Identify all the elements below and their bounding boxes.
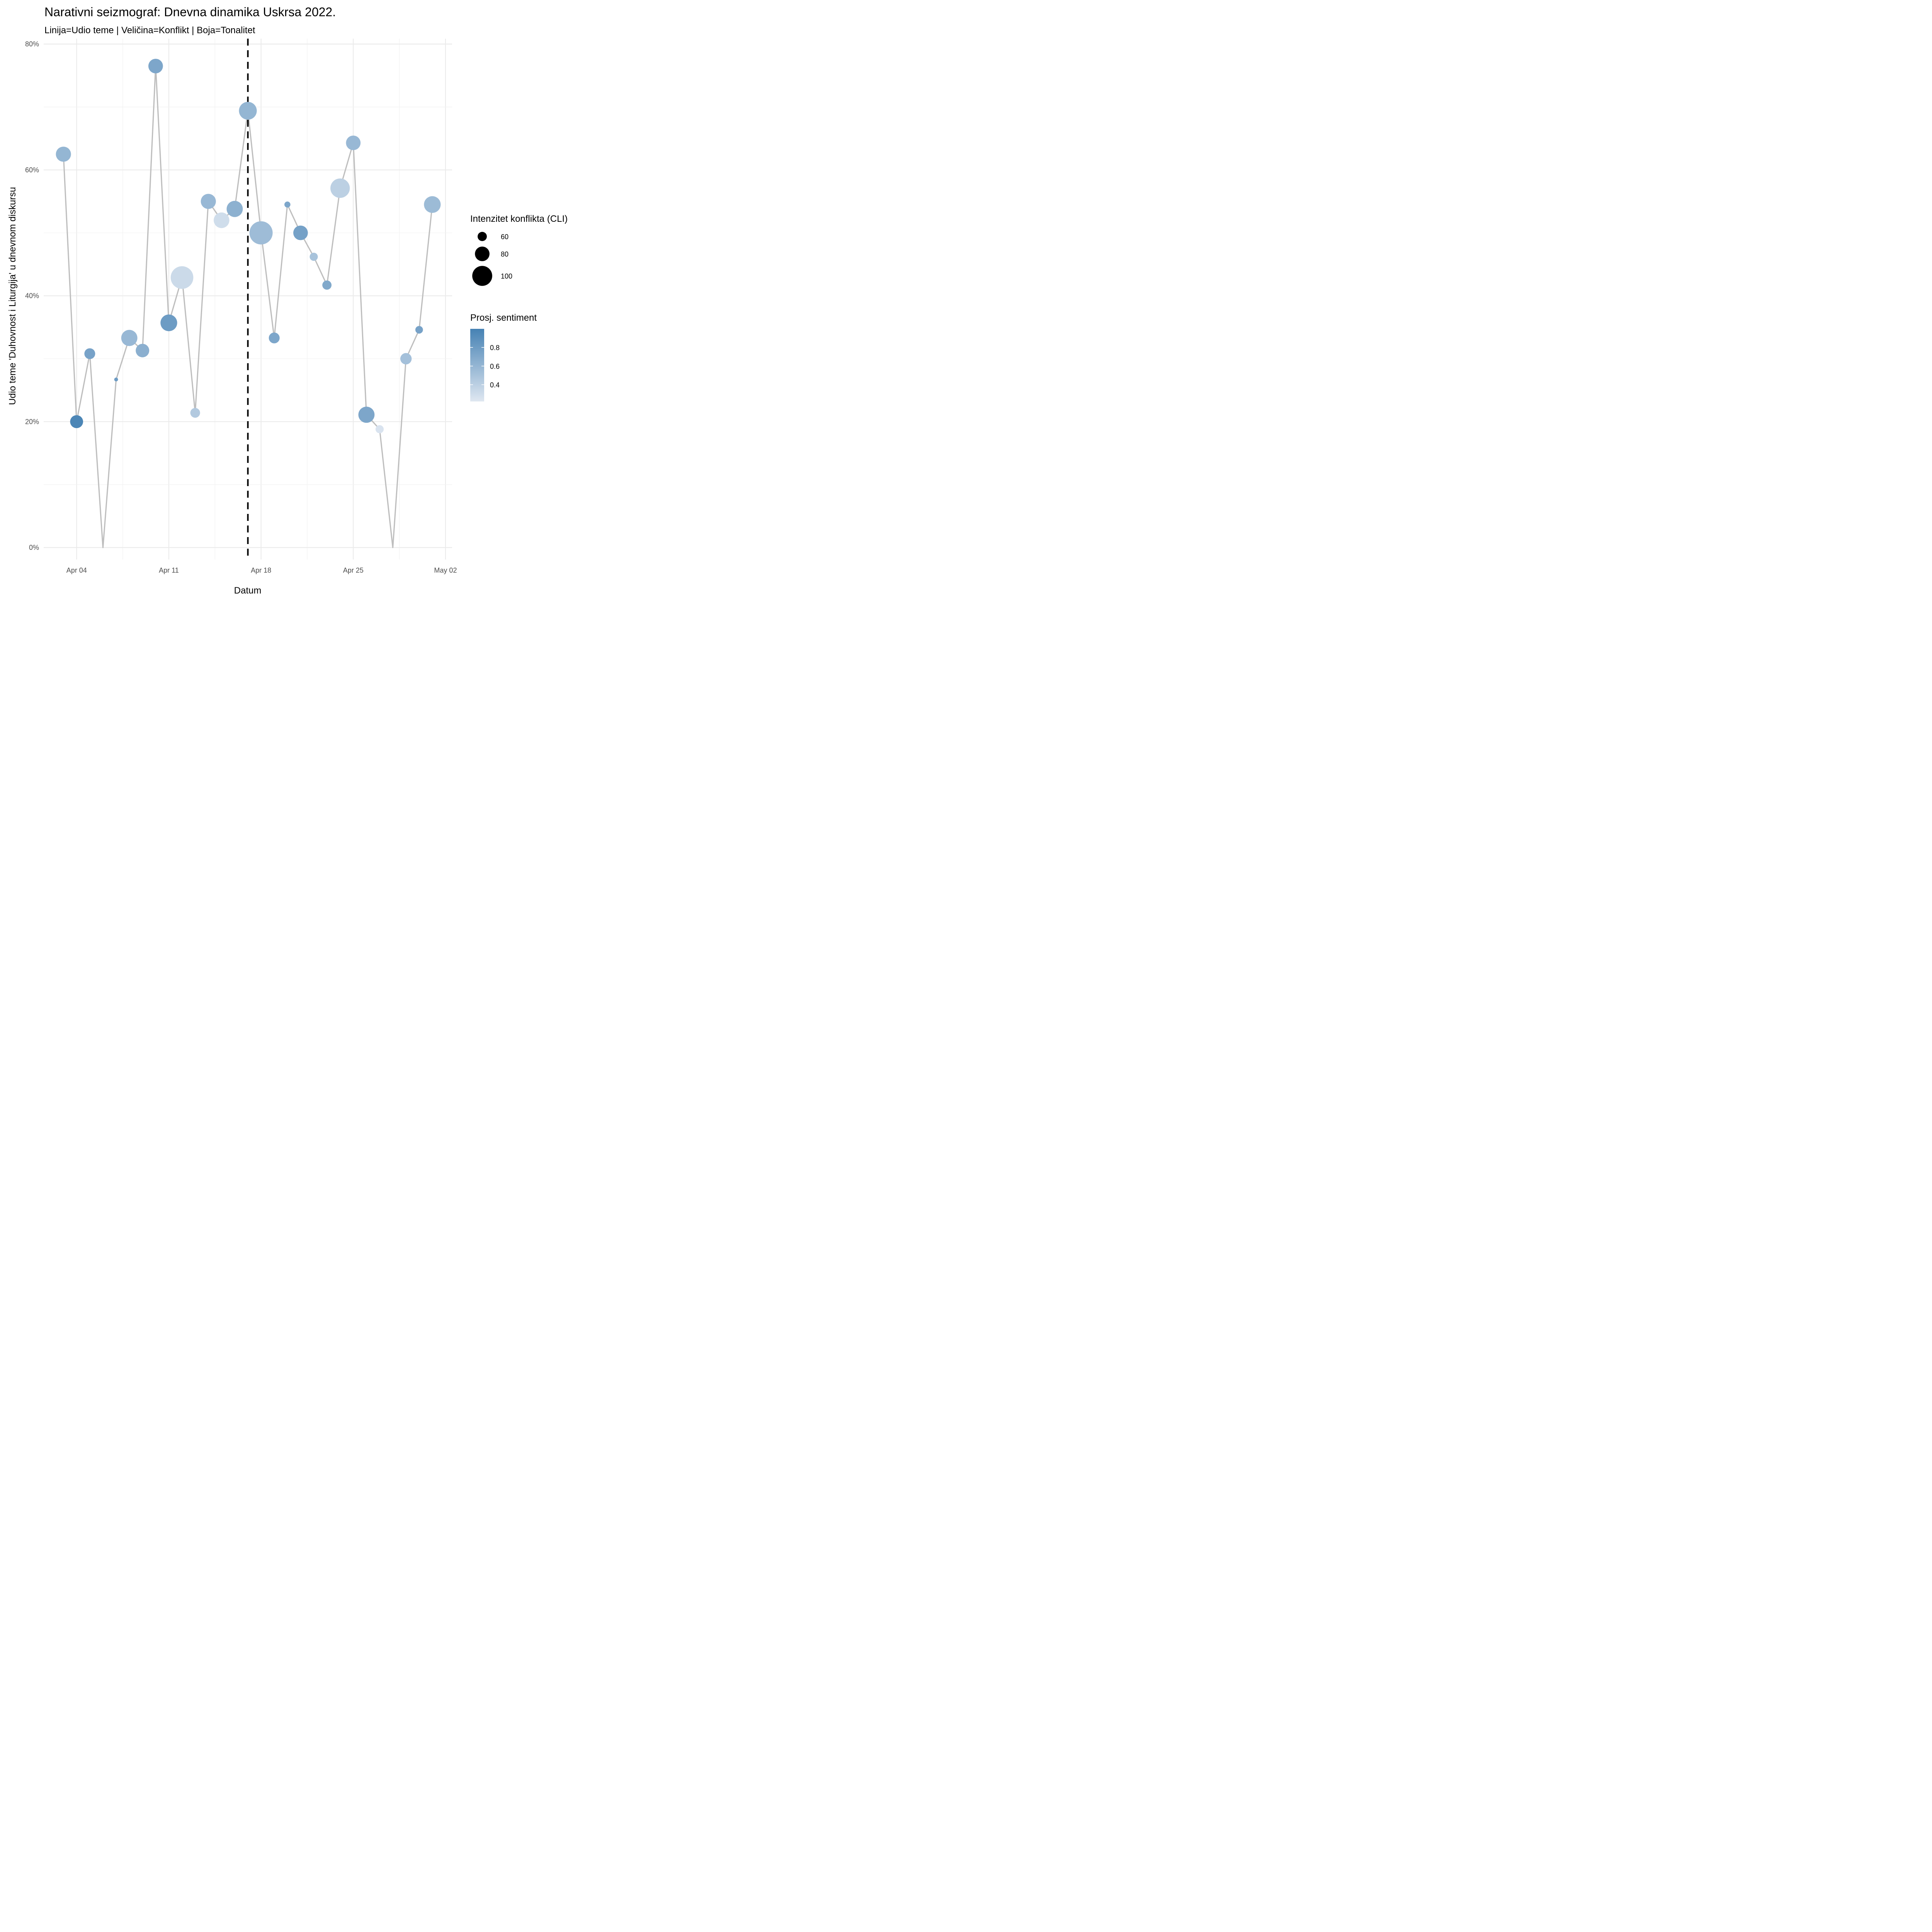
data-point [269, 332, 280, 344]
data-point [239, 102, 257, 120]
data-point [330, 178, 350, 198]
x-tick-label: Apr 18 [251, 566, 271, 574]
y-tick-label: 0% [29, 544, 39, 551]
data-point [358, 406, 375, 423]
legend-size-title: Intenzitet konflikta (CLI) [470, 214, 568, 224]
chart-subtitle: Linija=Udio teme | Veličina=Konflikt | B… [44, 25, 255, 36]
data-point [136, 344, 150, 357]
data-point [214, 212, 230, 228]
legend-color-label: 0.4 [490, 381, 500, 389]
legend-size-label: 60 [501, 233, 509, 241]
data-point [56, 146, 71, 162]
legend-size-label: 100 [501, 272, 512, 280]
data-point [226, 201, 243, 217]
data-point [114, 378, 118, 382]
legend-color-label: 0.6 [490, 362, 500, 370]
data-point [170, 266, 194, 289]
x-tick-label: Apr 25 [343, 566, 364, 574]
data-point [284, 201, 291, 208]
legend-size-key [478, 232, 487, 241]
data-point [70, 415, 83, 429]
data-point [293, 225, 308, 240]
y-tick-label: 60% [25, 166, 39, 174]
legend-size-label: 80 [501, 250, 509, 258]
data-point [190, 408, 200, 418]
y-axis-ticks: 0% 20% 40% 60% 80% [25, 40, 39, 551]
data-point [249, 221, 273, 245]
legend-size: Intenzitet konflikta (CLI) 60 80 100 [470, 214, 568, 286]
chart-title: Narativni seizmograf: Dnevna dinamika Us… [44, 5, 336, 19]
data-point [415, 326, 423, 334]
data-point [201, 194, 216, 209]
y-tick-label: 40% [25, 292, 39, 300]
legend-color-title: Prosj. sentiment [470, 313, 537, 323]
legend-colorbar [470, 329, 484, 401]
legend-color: Prosj. sentiment 0.8 0.6 0.4 [470, 313, 537, 401]
data-point [346, 135, 361, 150]
x-axis-title: Datum [234, 585, 262, 596]
legend-size-key [472, 266, 492, 286]
y-axis-title: Udio teme 'Duhovnost i Liturgija' u dnev… [7, 187, 18, 405]
y-tick-label: 80% [25, 40, 39, 48]
legend-size-key [475, 247, 490, 261]
data-point [84, 348, 95, 359]
data-point [148, 59, 163, 73]
x-tick-label: Apr 04 [66, 566, 87, 574]
chart-root: Narativni seizmograf: Dnevna dinamika Us… [0, 0, 597, 597]
data-point [375, 425, 384, 434]
data-point [310, 252, 318, 261]
y-tick-label: 20% [25, 418, 39, 425]
data-point [322, 280, 332, 290]
legend-color-label: 0.8 [490, 344, 500, 352]
data-point [424, 196, 441, 213]
data-point [400, 353, 412, 365]
points-layer [56, 59, 441, 434]
x-tick-label: May 02 [434, 566, 457, 574]
chart-svg: Narativni seizmograf: Dnevna dinamika Us… [7, 5, 568, 596]
x-tick-label: Apr 11 [159, 566, 179, 574]
x-axis-ticks: Apr 04 Apr 11 Apr 18 Apr 25 May 02 [66, 566, 457, 574]
data-point [121, 330, 138, 346]
data-point [160, 314, 177, 332]
